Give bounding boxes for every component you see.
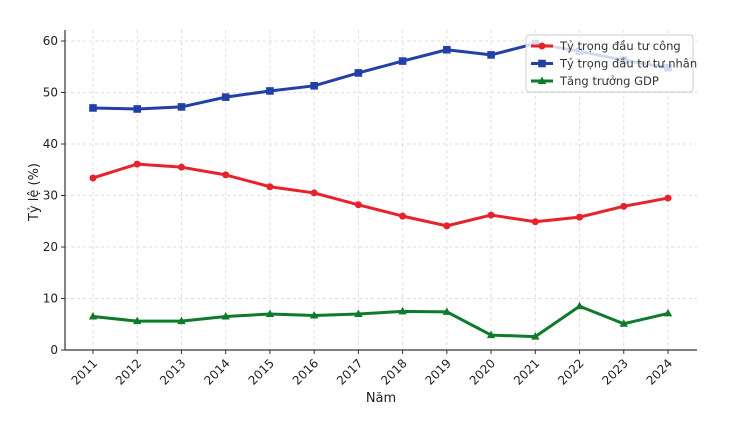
x-tick-label: 2013	[157, 356, 188, 387]
x-tick-label: 2023	[599, 356, 630, 387]
data-point	[265, 309, 275, 317]
legend-marker	[537, 76, 547, 84]
data-point	[575, 301, 584, 310]
series-line	[92, 162, 669, 228]
data-point	[133, 316, 142, 325]
data-point	[398, 57, 407, 65]
x-tick-label: 2021	[511, 356, 542, 387]
data-point	[133, 105, 142, 113]
data-point	[354, 69, 363, 77]
data-point	[133, 160, 141, 168]
x-tick-label: 2018	[378, 356, 409, 387]
data-point	[266, 183, 274, 191]
data-point	[663, 308, 673, 317]
data-point	[487, 51, 495, 59]
legend-box	[525, 34, 694, 93]
y-tick-label: 60	[43, 34, 58, 48]
data-point	[576, 213, 584, 221]
y-tick-label: 0	[50, 343, 58, 357]
grid	[65, 30, 697, 351]
data-point	[354, 309, 363, 317]
data-point	[442, 307, 452, 315]
y-tick-label: 20	[43, 240, 58, 254]
data-point	[531, 332, 540, 340]
legend-label: Tỷ trọng đầu tư tư nhân	[559, 57, 697, 71]
data-point	[310, 189, 318, 197]
legend: Tỷ trọng đầu tư công Tỷ trọng đầu tư tư n…	[525, 34, 697, 93]
x-tick-label: 2012	[113, 356, 144, 387]
data-point	[177, 103, 186, 111]
x-tick-label: 2016	[290, 356, 321, 387]
y-axis-label: Tỷ lệ (%)	[27, 163, 42, 222]
y-tick-label: 50	[43, 86, 58, 100]
data-point	[354, 201, 362, 209]
x-tick-label: 2017	[334, 356, 365, 387]
x-axis-label: Năm	[366, 391, 396, 406]
data-point	[443, 222, 451, 230]
data-point	[486, 330, 496, 339]
x-tick-label: 2015	[246, 356, 277, 387]
legend-label: Tỷ trọng đầu tư công	[559, 39, 681, 53]
y-tick-label: 10	[43, 292, 58, 306]
x-tick-label: 2014	[201, 356, 232, 387]
legend-marker	[538, 42, 546, 50]
data-point	[664, 194, 672, 202]
series-line	[92, 304, 669, 339]
data-point	[177, 163, 185, 171]
data-point	[619, 319, 628, 327]
data-point	[89, 104, 97, 112]
data-point	[310, 82, 318, 90]
data-point	[399, 212, 407, 220]
data-point	[88, 312, 98, 320]
x-tick-label: 2022	[555, 356, 586, 387]
data-point	[531, 218, 539, 226]
y-tick-label: 30	[43, 189, 58, 203]
data-point	[89, 174, 97, 182]
data-point	[487, 211, 495, 219]
series-0	[89, 160, 672, 230]
data-point	[177, 316, 186, 325]
data-point	[398, 306, 407, 315]
data-point	[221, 312, 230, 320]
data-point	[266, 87, 274, 95]
legend-marker	[538, 59, 546, 68]
data-point	[620, 202, 628, 210]
x-tick-label: 2011	[69, 356, 100, 387]
legend-label: Tăng trưởng GDP	[559, 74, 659, 88]
series-2	[88, 301, 673, 340]
x-tick-label: 2024	[644, 356, 675, 387]
data-point	[309, 310, 319, 319]
x-tick-label: 2019	[422, 356, 453, 387]
x-tick-label: 2020	[467, 356, 498, 387]
data-point	[443, 45, 451, 54]
data-point	[221, 93, 230, 101]
data-point	[222, 171, 230, 179]
y-tick-label: 40	[43, 137, 58, 151]
